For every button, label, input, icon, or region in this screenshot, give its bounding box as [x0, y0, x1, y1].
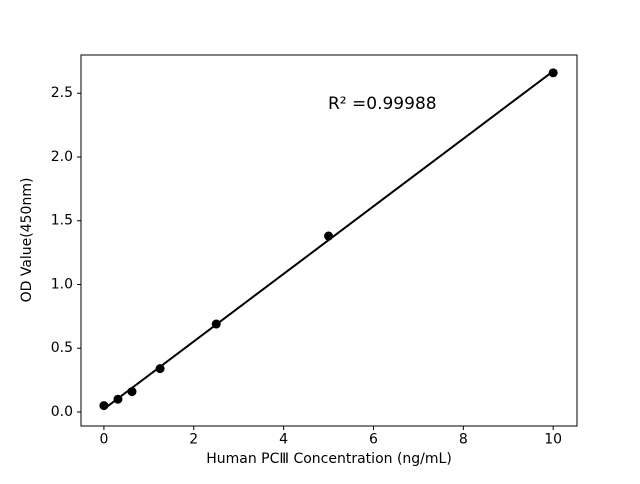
data-point	[99, 401, 109, 411]
x-tick-label: 0	[99, 432, 108, 448]
y-axis-label: OD Value(450nm)	[19, 178, 35, 303]
y-tick-label: 2.5	[51, 85, 73, 101]
data-point	[127, 387, 137, 397]
x-tick-label: 6	[369, 432, 378, 448]
data-point	[548, 68, 558, 78]
data-point	[324, 231, 334, 241]
x-tick-label: 2	[189, 432, 198, 448]
x-tick-label: 4	[279, 432, 288, 448]
y-tick-label: 1.0	[51, 276, 73, 292]
data-point	[155, 364, 165, 374]
data-series	[99, 68, 558, 411]
y-tick-label: 2.0	[51, 149, 73, 165]
plot-spines	[80, 54, 578, 427]
data-point	[211, 319, 221, 329]
x-tick-label: 10	[544, 432, 562, 448]
y-tick-label: 1.5	[51, 213, 73, 229]
data-point	[113, 394, 123, 404]
y-tick-label: 0.5	[51, 340, 73, 356]
axes: 0 2 4 6 8 10 0.0 0.5 1.0 1.5 2.0 2.5	[51, 54, 578, 448]
x-axis-label: Human PCⅢ Concentration (ng/mL)	[206, 451, 452, 467]
y-tick-label: 0.0	[51, 404, 73, 420]
x-tick-label: 8	[459, 432, 468, 448]
r-squared-annotation: R² =0.99988	[328, 94, 437, 114]
